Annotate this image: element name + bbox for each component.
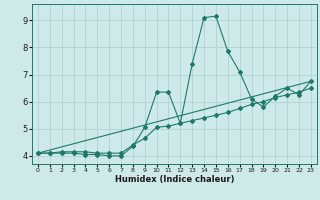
X-axis label: Humidex (Indice chaleur): Humidex (Indice chaleur) bbox=[115, 175, 234, 184]
